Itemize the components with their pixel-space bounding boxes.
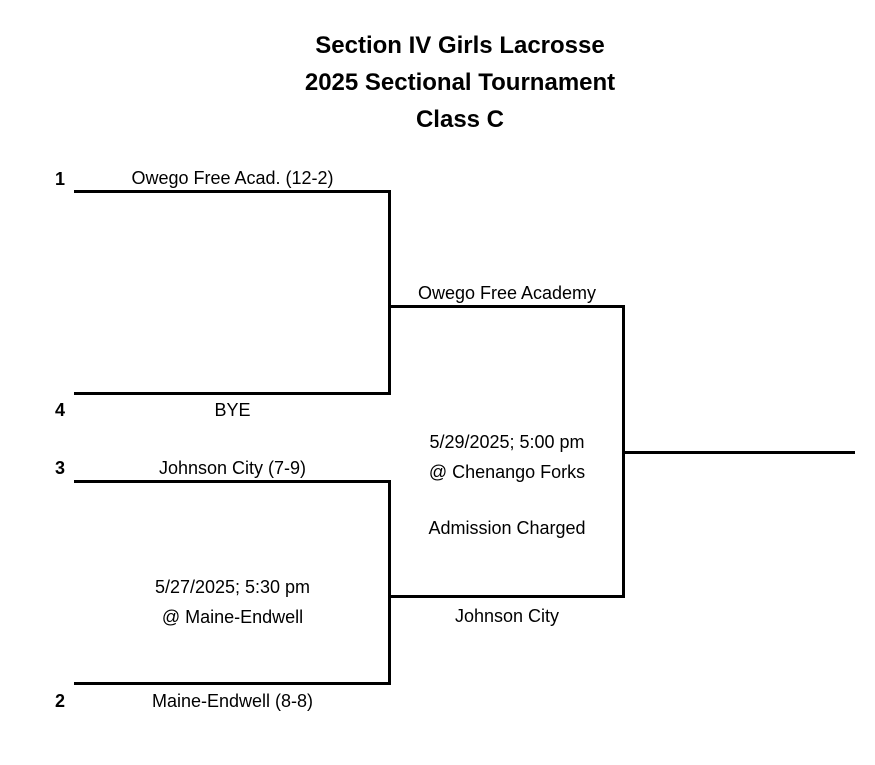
seed-1-team: Owego Free Acad. (12-2) bbox=[131, 168, 334, 188]
bottom-match-schedule-date: 5/27/2025; 5:30 pm bbox=[154, 577, 311, 597]
page-title: Section IV Girls Lacrosse 2025 Sectional… bbox=[45, 27, 875, 138]
seed-3-team: Johnson City (7-9) bbox=[158, 458, 307, 478]
seed-1-number: 1 bbox=[54, 169, 65, 189]
seed-2-line bbox=[74, 682, 391, 685]
semifinal-bottom-winner: Johnson City bbox=[454, 606, 560, 626]
seed-3-number: 3 bbox=[54, 458, 65, 478]
bottom-match-schedule-location: @ Maine-Endwell bbox=[161, 607, 304, 627]
top-match-connector-line bbox=[388, 190, 391, 395]
title-line-3: Class C bbox=[415, 106, 505, 133]
seed-4-line bbox=[74, 392, 391, 395]
semifinal-top-winner: Owego Free Academy bbox=[417, 283, 597, 303]
bottom-match-connector-line bbox=[388, 480, 391, 685]
champion-line bbox=[622, 451, 855, 454]
semifinal-bottom-winner-line bbox=[388, 595, 625, 598]
seed-1-line bbox=[74, 190, 391, 193]
final-match-schedule-date: 5/29/2025; 5:00 pm bbox=[429, 432, 585, 452]
seed-3-line bbox=[74, 480, 391, 483]
seed-2-number: 2 bbox=[54, 691, 65, 711]
semifinal-top-winner-line bbox=[388, 305, 625, 308]
final-match-schedule-location: @ Chenango Forks bbox=[428, 462, 586, 482]
seed-2-team: Maine-Endwell (8-8) bbox=[151, 691, 314, 711]
seed-4-team: BYE bbox=[214, 400, 251, 420]
seed-4-number: 4 bbox=[54, 400, 65, 420]
final-match-admission-note: Admission Charged bbox=[428, 518, 586, 538]
title-line-1: Section IV Girls Lacrosse bbox=[315, 32, 605, 59]
title-line-2: 2025 Sectional Tournament bbox=[304, 69, 616, 96]
bottom-match-schedule: 5/27/2025; 5:30 pm @ Maine-Endwell bbox=[74, 572, 391, 632]
final-match-schedule: 5/29/2025; 5:00 pm @ Chenango Forks bbox=[389, 427, 625, 487]
